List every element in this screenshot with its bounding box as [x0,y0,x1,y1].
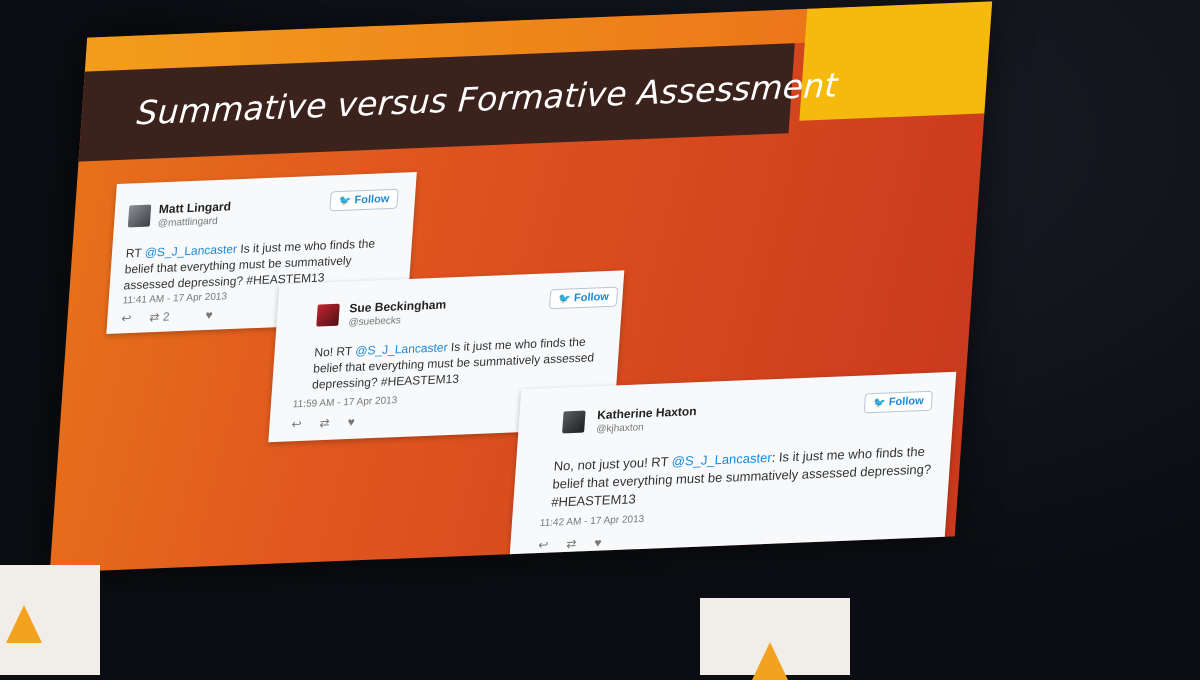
tweet-timestamp[interactable]: 11:41 AM - 17 Apr 2013 [122,291,228,307]
mention-link[interactable]: @S_J_Lancaster [144,241,238,260]
event-logo [752,642,788,680]
follow-button[interactable]: 🐦 Follow [329,188,400,212]
tweet-timestamp[interactable]: 11:59 AM - 17 Apr 2013 [292,395,398,411]
tweet-author-name[interactable]: Katherine Haxton [596,404,698,423]
mention-link[interactable]: @S_J_Lancaster [354,340,449,358]
left-stage-banner [0,565,100,675]
avatar [127,204,152,228]
retweet-icon[interactable]: ⇄ [565,536,577,551]
retweet-count: 2 [162,309,171,324]
tweet-card: Katherine Haxton @kjhaxton 🐦 Follow No, n… [509,371,957,565]
tweet-actions: ↩ ⇄ ♥ [290,414,373,432]
tweet-actions: ↩ ⇄ 2 ♥ [120,307,231,326]
twitter-bird-icon: 🐦 [338,195,352,208]
reply-icon[interactable]: ↩ [120,311,132,326]
follow-label: Follow [354,193,390,207]
tweet-author-handle[interactable]: @kjhaxton [595,422,645,436]
tweet-actions: ↩ ⇄ ♥ [537,535,620,553]
projection-screen: Summative versus Formative Assessment Ma… [49,1,993,573]
follow-label: Follow [573,290,610,305]
heart-icon[interactable]: ♥ [347,414,356,430]
reply-icon[interactable]: ↩ [537,537,549,553]
right-stage-banner [700,598,850,680]
reply-icon[interactable]: ↩ [290,416,303,432]
mention-link[interactable]: @S_J_Lancaster [671,449,773,469]
heart-icon[interactable]: ♥ [205,307,214,323]
tweet-author-handle[interactable]: @mattlingard [157,215,218,230]
tweet-text-prefix: No! RT [313,343,356,360]
tweet-text-prefix: RT [125,245,146,261]
heart-icon[interactable]: ♥ [593,535,603,550]
tweet-author-handle[interactable]: @suebecks [348,315,402,329]
follow-label: Follow [888,395,925,409]
tweet-text-prefix: No, not just you! RT [553,453,673,474]
retweet-icon[interactable]: ⇄ 2 [148,309,171,325]
tweet-text: No! RT @S_J_Lancaster Is it just me who … [312,333,610,393]
tweet-author-name[interactable]: Matt Lingard [158,199,232,217]
tweet-author-name[interactable]: Sue Beckingham [348,297,447,316]
retweet-icon[interactable]: ⇄ [319,415,331,431]
event-logo [6,605,42,643]
tweet-timestamp[interactable]: 11:42 AM - 17 Apr 2013 [539,513,645,530]
tweet-text: No, not just you! RT @S_J_Lancaster: Is … [551,442,940,511]
avatar [316,303,340,327]
follow-button[interactable]: 🐦 Follow [548,286,619,310]
twitter-bird-icon: 🐦 [872,397,887,410]
avatar [562,410,586,434]
twitter-bird-icon: 🐦 [558,293,572,305]
presentation-slide: Summative versus Formative Assessment Ma… [49,1,993,573]
follow-button[interactable]: 🐦 Follow [863,390,934,414]
